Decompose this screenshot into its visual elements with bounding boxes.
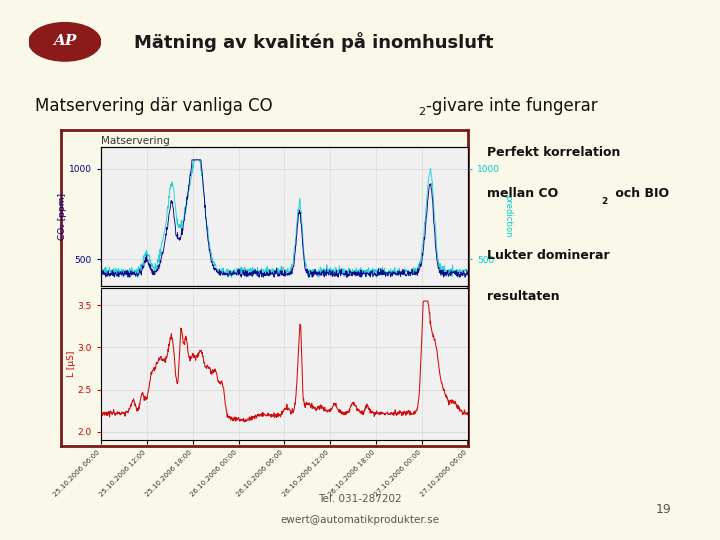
Text: Mätning av kvalitén på inomhusluft: Mätning av kvalitén på inomhusluft	[134, 32, 493, 52]
Y-axis label: L [µS]: L [µS]	[67, 351, 76, 377]
Text: 2: 2	[601, 197, 608, 206]
Text: 19: 19	[656, 503, 671, 516]
Text: Tel. 031-287202: Tel. 031-287202	[318, 494, 402, 504]
Text: resultaten: resultaten	[487, 289, 559, 302]
Text: mellan CO: mellan CO	[487, 187, 558, 200]
Y-axis label: CO₂ [ppm]: CO₂ [ppm]	[58, 193, 68, 240]
Text: -givare inte fungerar: -givare inte fungerar	[426, 97, 598, 114]
Ellipse shape	[29, 23, 101, 61]
Text: 2: 2	[418, 107, 425, 117]
Text: AP: AP	[53, 34, 76, 48]
Text: Matservering där vanliga CO: Matservering där vanliga CO	[35, 97, 273, 114]
Text: Lukter dominerar: Lukter dominerar	[487, 248, 610, 261]
Y-axis label: prediction: prediction	[503, 195, 512, 238]
Text: ewert@automatikprodukter.se: ewert@automatikprodukter.se	[281, 515, 439, 525]
Text: Matservering: Matservering	[101, 137, 169, 146]
Text: och BIO: och BIO	[611, 187, 669, 200]
Text: Perfekt korrelation: Perfekt korrelation	[487, 146, 621, 159]
